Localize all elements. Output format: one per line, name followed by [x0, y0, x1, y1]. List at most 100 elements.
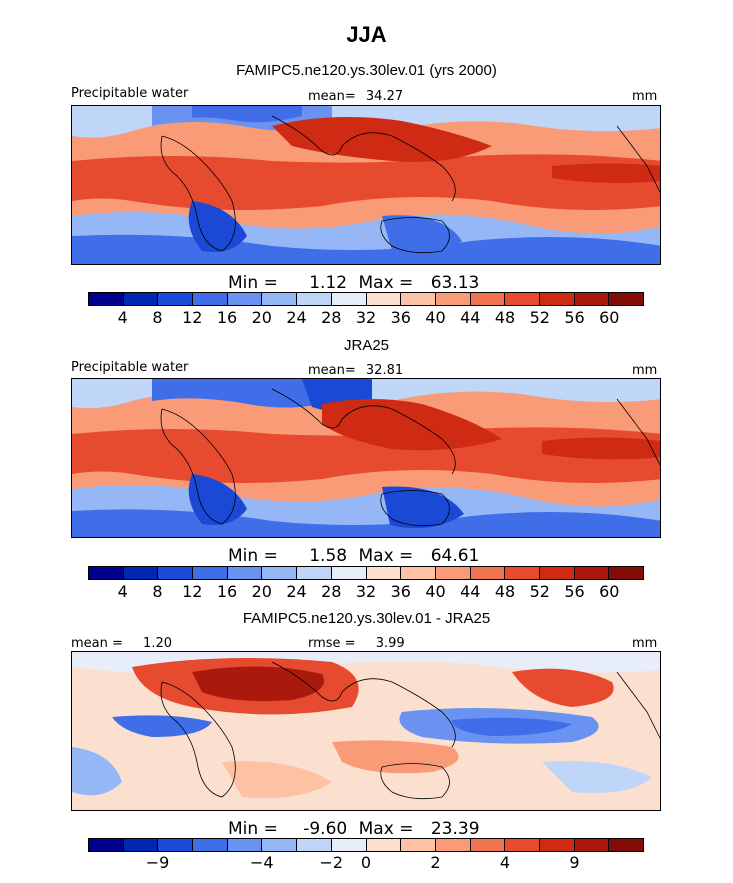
field-indian — [222, 761, 332, 798]
colorbar-tick-label: 56 — [564, 582, 585, 601]
colorbar-swatch — [158, 839, 194, 851]
coastline-america — [616, 125, 660, 193]
colorbar-tick-label: 28 — [321, 582, 342, 601]
colorbar-tick-label: 48 — [494, 582, 516, 601]
panel2-minmax: Min = 1.58 Max = 64.61 — [228, 546, 479, 566]
panel1-units: mm — [632, 89, 658, 104]
colorbar-tick-label: 48 — [494, 308, 516, 327]
panel1-variable-label: Precipitable water — [71, 86, 189, 101]
colorbar-tick-label: 52 — [529, 308, 550, 327]
colorbar-swatch — [158, 293, 194, 305]
colorbar-swatch — [89, 567, 124, 579]
colorbar-swatch — [89, 293, 124, 305]
colorbar-tick-label: 16 — [216, 582, 238, 601]
field-tropical-band — [72, 154, 660, 210]
field-sahara-dry — [152, 379, 332, 408]
colorbar-tick-label: 52 — [529, 582, 550, 601]
colorbar-tick-label: 40 — [425, 308, 446, 327]
field-monsoon-core — [322, 399, 502, 451]
colorbar-swatch — [470, 567, 506, 579]
field-sw-atlantic — [72, 747, 122, 796]
colorbar-swatch — [574, 839, 610, 851]
panel3-max-value: 23.39 — [430, 819, 480, 839]
panel2-mean-value: 32.81 — [365, 363, 404, 378]
panel3-colorbar — [88, 838, 644, 852]
field-pacific-core — [452, 717, 572, 736]
coastline-australia — [380, 217, 450, 254]
colorbar-swatch — [435, 567, 471, 579]
colorbar-swatch — [297, 567, 332, 579]
colorbar-tick-label: 36 — [390, 582, 411, 601]
colorbar-swatch — [470, 839, 506, 851]
colorbar-tick-label: 12 — [182, 582, 203, 601]
colorbar-swatch — [227, 839, 263, 851]
colorbar-tick-label: 12 — [182, 308, 203, 327]
colorbar-tick-label: 28 — [321, 308, 342, 327]
panel2-min-label: Min = — [228, 546, 278, 566]
panel1-mean-label: mean= — [308, 89, 356, 104]
coastline-america — [616, 671, 660, 739]
panel3-max-label: Max = — [358, 819, 414, 839]
colorbar-tick-label: 20 — [251, 308, 272, 327]
panel3-units: mm — [632, 636, 658, 651]
colorbar-swatch — [262, 293, 298, 305]
colorbar-swatch — [193, 839, 228, 851]
colorbar-tick-label: 24 — [286, 582, 307, 601]
field-south-africa — [188, 474, 247, 525]
colorbar-tick-label: −4 — [249, 853, 274, 872]
coastline-africa — [160, 408, 236, 525]
field-australia — [382, 215, 462, 255]
colorbar-swatch — [297, 293, 332, 305]
field-south-africa — [188, 201, 247, 252]
panel3-mean-value: 1.20 — [143, 636, 172, 651]
colorbar-swatch — [262, 839, 298, 851]
colorbar-swatch — [227, 567, 263, 579]
colorbar-swatch — [401, 293, 436, 305]
panel1-map — [71, 105, 661, 265]
colorbar-swatch — [609, 839, 643, 851]
colorbar-swatch — [123, 567, 159, 579]
colorbar-tick-label: 20 — [251, 582, 272, 601]
colorbar-swatch — [505, 293, 540, 305]
colorbar-tick-label: 36 — [390, 308, 411, 327]
field-monsoon-core — [272, 117, 492, 162]
panel2-min-value: 1.58 — [309, 546, 348, 566]
field-sahara-core — [192, 106, 302, 123]
colorbar-tick-label: 24 — [286, 308, 307, 327]
panel3-min-label: Min = — [228, 819, 278, 839]
field-atlantic-itcz — [112, 715, 212, 737]
panel2-title: JRA25 — [343, 337, 390, 354]
panel1-mean-value: 34.27 — [365, 89, 404, 104]
colorbar-swatch — [539, 567, 575, 579]
panel3-field — [72, 652, 660, 810]
panel3-rmse: rmse = 3.99 — [308, 636, 405, 651]
panel3-map — [71, 651, 661, 811]
colorbar-swatch — [227, 293, 263, 305]
panel2-mean: mean= 32.81 — [308, 363, 403, 378]
panel1-max-value: 63.13 — [430, 273, 480, 293]
colorbar-swatch — [401, 567, 436, 579]
colorbar-swatch — [331, 567, 367, 579]
panel3-rmse-label: rmse = — [308, 636, 356, 651]
panel1-min-label: Min = — [228, 273, 278, 293]
field-australia — [382, 486, 464, 529]
colorbar-tick-label: 4 — [499, 853, 511, 872]
colorbar-tick-label: 60 — [599, 582, 620, 601]
panel3-min-value: -9.60 — [303, 819, 348, 839]
field-north-pacific — [512, 668, 614, 707]
colorbar-swatch — [574, 567, 610, 579]
colorbar-tick-label: 32 — [355, 582, 377, 601]
colorbar-swatch — [470, 293, 506, 305]
colorbar-swatch — [123, 293, 159, 305]
panel1-title: FAMIPC5.ne120.ys.30lev.01 (yrs 2000) — [236, 62, 497, 79]
colorbar-swatch — [331, 839, 367, 851]
panel1-mean: mean= 34.27 — [308, 89, 403, 104]
colorbar-swatch — [609, 567, 643, 579]
colorbar-swatch — [505, 839, 540, 851]
coastline-australia — [380, 490, 450, 527]
colorbar-swatch — [158, 567, 194, 579]
colorbar-swatch — [366, 567, 402, 579]
colorbar-swatch — [193, 567, 228, 579]
colorbar-swatch — [366, 293, 402, 305]
colorbar-tick-label: 56 — [564, 308, 585, 327]
